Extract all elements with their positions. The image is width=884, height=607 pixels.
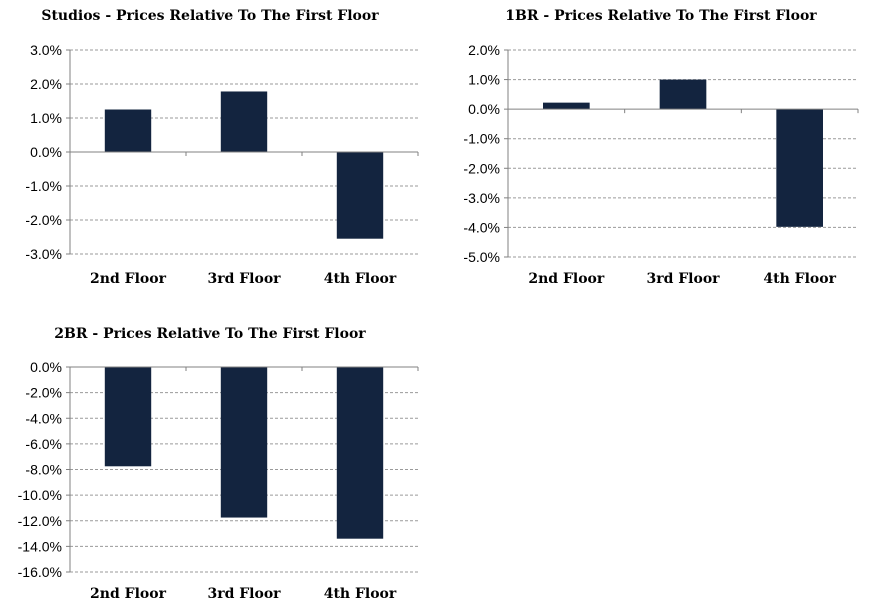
- y-tick-label: 0.0%: [30, 359, 62, 375]
- bar: [659, 79, 707, 110]
- y-tick-label: 0.0%: [468, 101, 500, 117]
- x-tick-label: 3rd Floor: [207, 271, 281, 287]
- studios-chart: Studios - Prices Relative To The First F…: [0, 8, 420, 298]
- chart-title: Studios - Prices Relative To The First F…: [41, 8, 379, 24]
- two-bedroom-chart-plot: 0.0% -2.0% -4.0% -6.0% -8.0% -10.0% -12.0% -14.…: [18, 359, 419, 602]
- bar: [336, 367, 384, 539]
- y-tick-label: 3.0%: [30, 42, 62, 58]
- y-tick-label: -8.0%: [25, 462, 62, 478]
- x-tick-label: 4th Floor: [324, 586, 397, 602]
- y-tick-label: -14.0%: [18, 538, 62, 554]
- y-tick-label: -3.0%: [463, 190, 500, 206]
- chart-title: 2BR - Prices Relative To The First Floor: [54, 326, 366, 342]
- y-tick-label: 0.0%: [30, 144, 62, 160]
- two-bedroom-chart: 2BR - Prices Relative To The First Floor…: [0, 326, 420, 607]
- x-tick-label: 3rd Floor: [646, 271, 720, 287]
- y-tick-label: -2.0%: [25, 385, 62, 401]
- studios-chart-plot: 3.0% 2.0% 1.0% 0.0% -1.0% -2.0% -3.0% 2nd Floor…: [25, 42, 419, 287]
- x-tick-label: 2nd Floor: [90, 586, 167, 602]
- bar: [336, 152, 384, 239]
- y-tick-label: -1.0%: [25, 178, 62, 194]
- y-tick-label: -2.0%: [463, 160, 500, 176]
- y-tick-label: 2.0%: [30, 76, 62, 92]
- x-tick-label: 4th Floor: [324, 271, 397, 287]
- bar: [104, 109, 152, 152]
- y-tick-label: -3.0%: [25, 246, 62, 262]
- bar: [543, 102, 590, 110]
- one-bedroom-chart-plot: 2.0% 1.0% 0.0% -1.0% -2.0% -3.0% -4.0% -5.0% 2nd…: [463, 42, 859, 287]
- y-tick-label: 1.0%: [468, 72, 500, 88]
- y-tick-label: -12.0%: [18, 513, 62, 529]
- x-tick-label: 3rd Floor: [207, 586, 281, 602]
- x-tick-label: 4th Floor: [763, 271, 836, 287]
- y-tick-label: -6.0%: [25, 436, 62, 452]
- bar: [776, 109, 823, 227]
- bar: [104, 367, 152, 467]
- x-tick-label: 2nd Floor: [90, 271, 167, 287]
- y-tick-label: -2.0%: [25, 212, 62, 228]
- y-tick-label: 2.0%: [468, 42, 500, 58]
- y-tick-label: -5.0%: [463, 249, 500, 265]
- bar: [220, 91, 268, 152]
- y-tick-label: 1.0%: [30, 110, 62, 126]
- chart-title: 1BR - Prices Relative To The First Floor: [505, 8, 817, 24]
- y-tick-label: -10.0%: [18, 487, 62, 503]
- y-tick-label: -16.0%: [18, 564, 62, 580]
- y-tick-label: -1.0%: [463, 131, 500, 147]
- x-tick-label: 2nd Floor: [528, 271, 605, 287]
- y-tick-label: -4.0%: [463, 219, 500, 235]
- y-tick-label: -4.0%: [25, 410, 62, 426]
- bar: [220, 367, 268, 518]
- one-bedroom-chart: 1BR - Prices Relative To The First Floor…: [446, 8, 876, 298]
